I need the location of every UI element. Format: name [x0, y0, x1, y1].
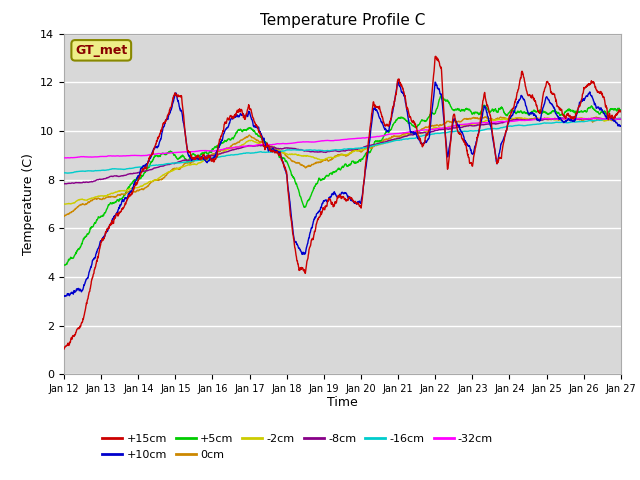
+15cm	[432, 53, 440, 59]
-16cm	[60, 170, 68, 176]
-16cm	[504, 123, 512, 129]
+5cm	[568, 108, 575, 113]
Y-axis label: Temperature (C): Temperature (C)	[22, 153, 35, 255]
+5cm	[216, 143, 223, 148]
Line: +5cm: +5cm	[64, 96, 621, 265]
Line: +15cm: +15cm	[64, 56, 621, 349]
0cm	[371, 143, 378, 149]
-2cm	[60, 201, 68, 207]
-8cm	[568, 116, 576, 121]
-32cm	[504, 119, 512, 124]
0cm	[60, 213, 68, 219]
+5cm	[358, 156, 366, 162]
-8cm	[371, 142, 379, 147]
-8cm	[617, 116, 625, 122]
-2cm	[584, 116, 591, 122]
0cm	[568, 117, 575, 123]
+15cm	[216, 139, 223, 144]
-2cm	[359, 147, 367, 153]
Line: -32cm: -32cm	[64, 118, 621, 158]
-8cm	[62, 181, 70, 187]
+15cm	[504, 120, 512, 125]
-8cm	[359, 145, 367, 151]
-32cm	[617, 116, 625, 122]
-2cm	[617, 116, 625, 121]
+10cm	[568, 118, 576, 124]
+5cm	[371, 140, 378, 145]
Legend: +15cm, +10cm, +5cm, 0cm, -2cm, -8cm, -16cm, -32cm: +15cm, +10cm, +5cm, 0cm, -2cm, -8cm, -16…	[97, 430, 497, 464]
X-axis label: Time: Time	[327, 396, 358, 408]
+5cm	[584, 108, 591, 113]
+10cm	[359, 190, 367, 195]
Text: GT_met: GT_met	[75, 44, 127, 57]
-16cm	[371, 143, 379, 148]
-16cm	[617, 116, 625, 121]
-32cm	[60, 155, 68, 161]
Line: -8cm: -8cm	[64, 118, 621, 184]
+15cm	[568, 115, 575, 120]
0cm	[358, 148, 366, 154]
+15cm	[60, 346, 68, 352]
-2cm	[371, 143, 379, 148]
Line: -2cm: -2cm	[64, 117, 621, 204]
+15cm	[358, 195, 366, 201]
Line: +10cm: +10cm	[64, 82, 621, 297]
0cm	[216, 149, 223, 155]
-16cm	[216, 154, 223, 160]
-16cm	[568, 119, 575, 125]
Title: Temperature Profile C: Temperature Profile C	[260, 13, 425, 28]
-32cm	[65, 155, 73, 161]
+10cm	[505, 120, 513, 126]
-2cm	[568, 115, 575, 121]
-2cm	[216, 151, 223, 156]
-16cm	[64, 170, 72, 176]
+10cm	[617, 123, 625, 129]
-8cm	[60, 181, 68, 187]
-8cm	[504, 119, 512, 124]
-32cm	[568, 116, 575, 122]
0cm	[504, 117, 512, 122]
+15cm	[617, 108, 625, 114]
-2cm	[61, 201, 69, 207]
-2cm	[504, 116, 512, 122]
-2cm	[593, 114, 600, 120]
Line: -16cm: -16cm	[64, 119, 621, 173]
-16cm	[614, 116, 622, 121]
-32cm	[592, 115, 600, 121]
-8cm	[563, 115, 570, 121]
+15cm	[584, 82, 591, 88]
-32cm	[359, 135, 367, 141]
+10cm	[584, 94, 591, 99]
-8cm	[584, 116, 591, 122]
0cm	[617, 117, 625, 122]
0cm	[584, 116, 591, 121]
Line: 0cm: 0cm	[64, 117, 621, 216]
+10cm	[60, 293, 68, 299]
+15cm	[371, 103, 378, 109]
+10cm	[216, 141, 223, 147]
+10cm	[60, 294, 68, 300]
-32cm	[371, 134, 379, 140]
-16cm	[584, 118, 591, 124]
-8cm	[216, 151, 223, 157]
+10cm	[394, 79, 402, 84]
+5cm	[438, 93, 445, 98]
-32cm	[216, 147, 223, 153]
-16cm	[359, 145, 367, 151]
+10cm	[371, 105, 379, 111]
0cm	[482, 114, 490, 120]
-32cm	[584, 116, 591, 122]
+5cm	[60, 263, 68, 268]
+5cm	[617, 108, 625, 113]
+5cm	[504, 110, 512, 116]
